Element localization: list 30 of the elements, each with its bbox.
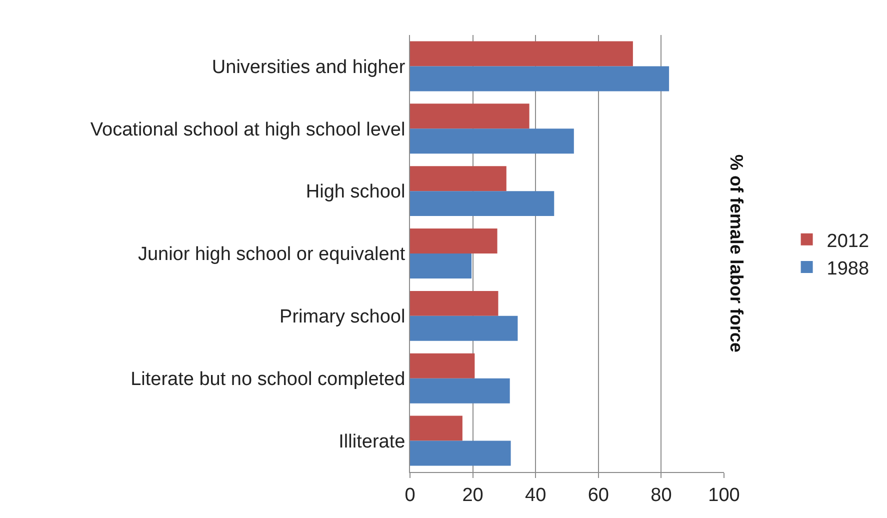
x-tick-label: 40	[525, 484, 546, 506]
bar	[410, 353, 475, 378]
x-tick-label: 80	[650, 484, 672, 506]
y-tick-label: Illiterate	[338, 431, 406, 452]
y2-axis-title: % of female labor force	[726, 154, 747, 352]
y-tick-label: Junior high school or equivalent	[138, 244, 406, 266]
bar	[410, 290, 498, 316]
y-tick-label: Primary school	[280, 306, 406, 328]
bar	[410, 228, 498, 254]
x-tick-label: 20	[462, 484, 484, 506]
y-tick-label: High school	[306, 182, 406, 203]
bar	[410, 316, 518, 341]
legend-label: 2012	[826, 230, 870, 252]
x-tick-label: 60	[588, 484, 609, 506]
bar	[410, 104, 530, 129]
x-tick-label: 0	[404, 484, 416, 506]
bar	[410, 416, 462, 441]
bar	[410, 191, 554, 216]
bar	[410, 128, 574, 154]
y-tick-label: Universities and higher	[212, 56, 406, 78]
bar	[410, 166, 506, 192]
bar	[410, 378, 510, 404]
bar	[410, 254, 472, 278]
bar	[410, 66, 670, 92]
bar	[410, 41, 633, 66]
legend-label: 1988	[826, 258, 870, 280]
x-tick-label: 100	[708, 484, 740, 506]
y-tick-label: Literate but no school completed	[130, 369, 406, 390]
bar	[410, 440, 511, 466]
y-tick-label: Vocational school at high school level	[90, 119, 406, 140]
